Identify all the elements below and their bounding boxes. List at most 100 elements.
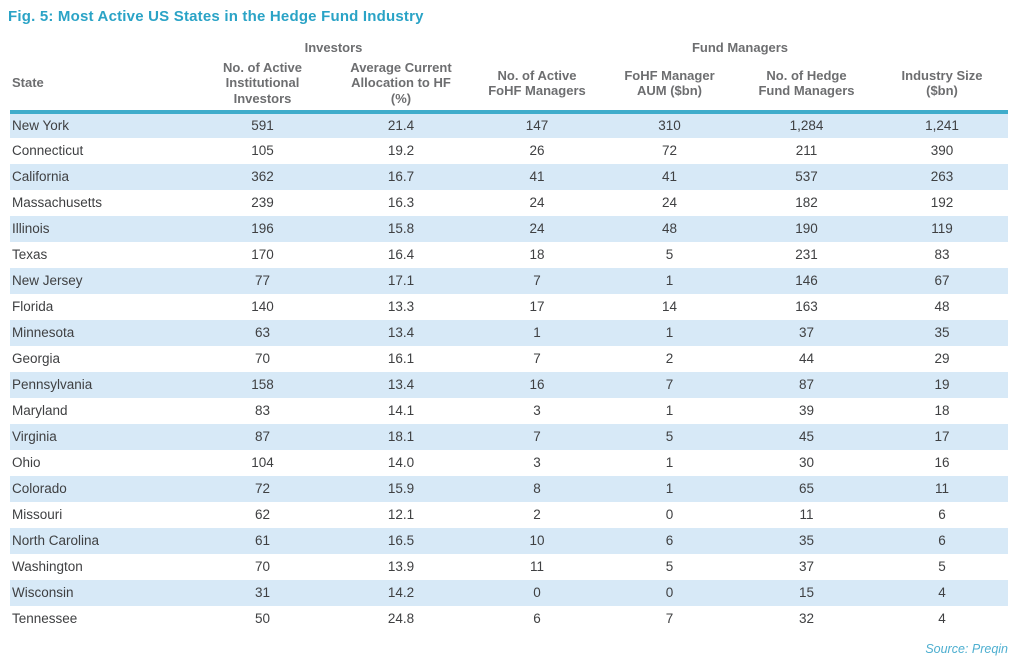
column-header-3: No. of Active FoHF Managers xyxy=(472,60,602,114)
value-cell: 15.8 xyxy=(387,221,415,237)
value-cell: 16 xyxy=(529,377,545,393)
value-cell: 16 xyxy=(934,455,950,471)
column-header-2: Average Current Allocation to HF (%) xyxy=(330,60,472,114)
value-cell: 3 xyxy=(533,455,541,471)
value-cell: 16.7 xyxy=(387,169,415,185)
value-cell: 39 xyxy=(798,403,815,419)
value-cell: 14.0 xyxy=(387,455,415,471)
value-cell: 1 xyxy=(665,403,674,419)
table-body: New York 591 21.4 147 310 1,284 1,241 Connectic… xyxy=(10,111,1009,632)
state-cell: Connecticut xyxy=(12,143,84,159)
table-row: Tennessee 50 24.8 6 7 32 4 xyxy=(10,606,1008,632)
value-cell: 104 xyxy=(251,455,274,471)
value-cell: 231 xyxy=(795,247,818,263)
column-header-1: No. of Active Institutional Investors xyxy=(195,60,330,114)
value-cell: 390 xyxy=(930,143,954,159)
state-cell: Minnesota xyxy=(12,325,75,341)
value-cell: 16.1 xyxy=(387,351,415,367)
value-cell: 11 xyxy=(935,481,950,497)
state-cell: Wisconsin xyxy=(12,585,74,601)
value-cell: 29 xyxy=(934,351,950,367)
state-cell: Washington xyxy=(12,559,83,575)
value-cell: 62 xyxy=(254,507,271,523)
value-cell: 35 xyxy=(934,325,950,341)
value-cell: 119 xyxy=(931,221,953,237)
value-cell: 24 xyxy=(661,195,678,211)
value-cell: 1 xyxy=(665,481,674,497)
table-row: North Carolina 61 16.5 10 6 35 6 xyxy=(10,527,1009,554)
value-cell: 1,241 xyxy=(925,118,959,134)
state-cell: North Carolina xyxy=(12,533,100,549)
table-row: Ohio 104 14.0 3 1 30 16 xyxy=(10,450,1008,476)
value-cell: 362 xyxy=(251,169,274,185)
column-group-investors: Investors xyxy=(304,39,363,55)
state-cell: Pennsylvania xyxy=(12,377,93,393)
value-cell: 18 xyxy=(934,403,950,419)
column-group-spacer xyxy=(10,36,195,60)
value-cell: 24 xyxy=(529,195,545,211)
value-cell: 63 xyxy=(254,325,271,341)
table-row: Texas 170 16.4 18 5 231 83 xyxy=(10,242,1008,268)
value-cell: 14 xyxy=(661,299,678,315)
value-cell: 65 xyxy=(798,481,815,497)
value-cell: 70 xyxy=(254,351,271,367)
value-cell: 14.1 xyxy=(387,403,415,419)
value-cell: 83 xyxy=(254,403,271,419)
value-cell: 1 xyxy=(665,455,674,471)
value-cell: 18 xyxy=(529,247,545,263)
value-cell: 7 xyxy=(533,351,541,367)
value-cell: 11 xyxy=(799,507,814,523)
value-cell: 192 xyxy=(930,195,954,211)
value-cell: 1 xyxy=(665,273,674,289)
table-row: Connecticut 105 19.2 26 72 211 390 xyxy=(10,138,1008,164)
value-cell: 45 xyxy=(798,429,815,445)
state-cell: Tennessee xyxy=(12,611,78,627)
value-cell: 24 xyxy=(529,221,545,237)
state-cell: Florida xyxy=(12,299,54,315)
state-cell: Georgia xyxy=(12,351,61,367)
value-cell: 16.3 xyxy=(387,195,415,211)
value-cell: 0 xyxy=(665,507,674,523)
value-cell: 13.3 xyxy=(387,299,415,315)
table-row: California 362 16.7 41 41 537 263 xyxy=(10,163,1009,190)
value-cell: 0 xyxy=(665,585,674,601)
value-cell: 12.1 xyxy=(387,507,415,523)
value-cell: 211 xyxy=(795,143,818,159)
value-cell: 37 xyxy=(798,559,815,575)
table-row: Maryland 83 14.1 3 1 39 18 xyxy=(10,398,1008,424)
value-cell: 41 xyxy=(529,169,545,185)
value-cell: 30 xyxy=(798,455,815,471)
value-cell: 13.9 xyxy=(387,559,415,575)
state-cell: Virginia xyxy=(12,429,57,445)
value-cell: 21.4 xyxy=(387,118,415,134)
value-cell: 35 xyxy=(798,533,815,549)
column-group-row: Investors Fund Managers xyxy=(10,36,1008,60)
value-cell: 591 xyxy=(251,118,274,134)
value-cell: 163 xyxy=(795,299,818,315)
value-cell: 37 xyxy=(798,325,815,341)
value-cell: 48 xyxy=(661,221,678,237)
table-row: Illinois 196 15.8 24 48 190 119 xyxy=(10,215,1009,242)
state-cell: Illinois xyxy=(12,221,50,237)
value-cell: 31 xyxy=(254,585,271,601)
value-cell: 140 xyxy=(251,299,274,315)
value-cell: 32 xyxy=(798,611,815,627)
value-cell: 147 xyxy=(525,118,549,134)
value-cell: 44 xyxy=(798,351,815,367)
value-cell: 0 xyxy=(533,585,541,601)
value-cell: 48 xyxy=(934,299,950,315)
value-cell: 6 xyxy=(665,533,674,549)
table-row: Minnesota 63 13.4 1 1 37 35 xyxy=(10,319,1009,346)
value-cell: 67 xyxy=(934,273,950,289)
value-cell: 310 xyxy=(658,118,681,134)
value-cell: 10 xyxy=(529,533,545,549)
value-cell: 1 xyxy=(665,325,674,341)
value-cell: 17 xyxy=(934,429,950,445)
value-cell: 7 xyxy=(665,611,674,627)
table-row: Georgia 70 16.1 7 2 44 29 xyxy=(10,346,1008,372)
value-cell: 3 xyxy=(533,403,541,419)
value-cell: 13.4 xyxy=(387,325,415,341)
value-cell: 6 xyxy=(938,507,946,523)
state-cell: New Jersey xyxy=(12,273,83,289)
